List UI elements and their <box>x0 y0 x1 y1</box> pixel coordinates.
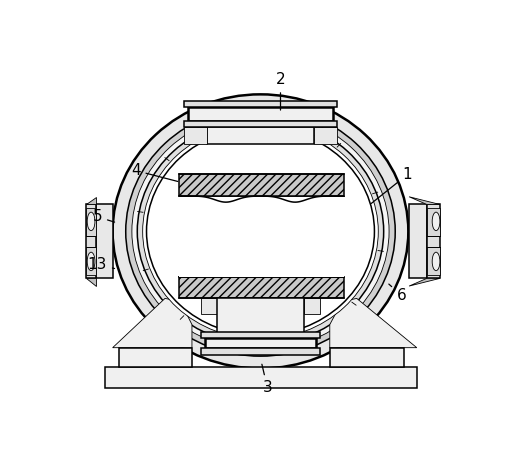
Polygon shape <box>314 127 337 144</box>
Ellipse shape <box>87 252 95 271</box>
Bar <box>179 174 344 196</box>
Bar <box>188 107 333 121</box>
Text: 13: 13 <box>88 257 115 272</box>
Bar <box>105 367 417 388</box>
Bar <box>86 204 96 278</box>
Bar <box>119 347 192 367</box>
Polygon shape <box>86 197 96 204</box>
Ellipse shape <box>126 106 395 356</box>
Bar <box>201 331 320 338</box>
Polygon shape <box>303 298 320 314</box>
Ellipse shape <box>432 252 440 271</box>
Bar <box>96 204 112 278</box>
Ellipse shape <box>87 212 95 230</box>
Polygon shape <box>200 182 321 205</box>
Bar <box>207 127 314 144</box>
Bar <box>427 208 440 236</box>
Ellipse shape <box>147 128 375 336</box>
Bar <box>179 277 344 298</box>
Bar <box>427 204 440 278</box>
Bar <box>201 348 320 355</box>
Bar <box>205 338 316 348</box>
Ellipse shape <box>432 212 440 230</box>
Text: 4: 4 <box>131 163 178 181</box>
Bar <box>184 121 337 127</box>
Text: 3: 3 <box>262 364 272 395</box>
Polygon shape <box>330 298 417 347</box>
Bar <box>330 347 404 367</box>
Text: 6: 6 <box>389 284 406 303</box>
Text: 5: 5 <box>93 209 115 224</box>
Ellipse shape <box>112 95 408 369</box>
Ellipse shape <box>137 118 384 345</box>
Bar <box>217 298 303 338</box>
Ellipse shape <box>143 123 378 339</box>
Polygon shape <box>179 203 344 217</box>
Ellipse shape <box>132 113 389 350</box>
Text: 1: 1 <box>371 167 412 203</box>
Polygon shape <box>409 278 440 286</box>
Bar <box>86 247 96 274</box>
Bar <box>409 204 427 278</box>
Polygon shape <box>409 197 440 204</box>
Polygon shape <box>179 265 344 277</box>
Polygon shape <box>201 298 217 314</box>
Text: 2: 2 <box>276 72 286 110</box>
Bar <box>86 208 96 236</box>
Polygon shape <box>184 127 207 144</box>
Bar <box>184 101 337 107</box>
Polygon shape <box>86 278 96 286</box>
Polygon shape <box>112 298 192 347</box>
Bar <box>427 247 440 274</box>
